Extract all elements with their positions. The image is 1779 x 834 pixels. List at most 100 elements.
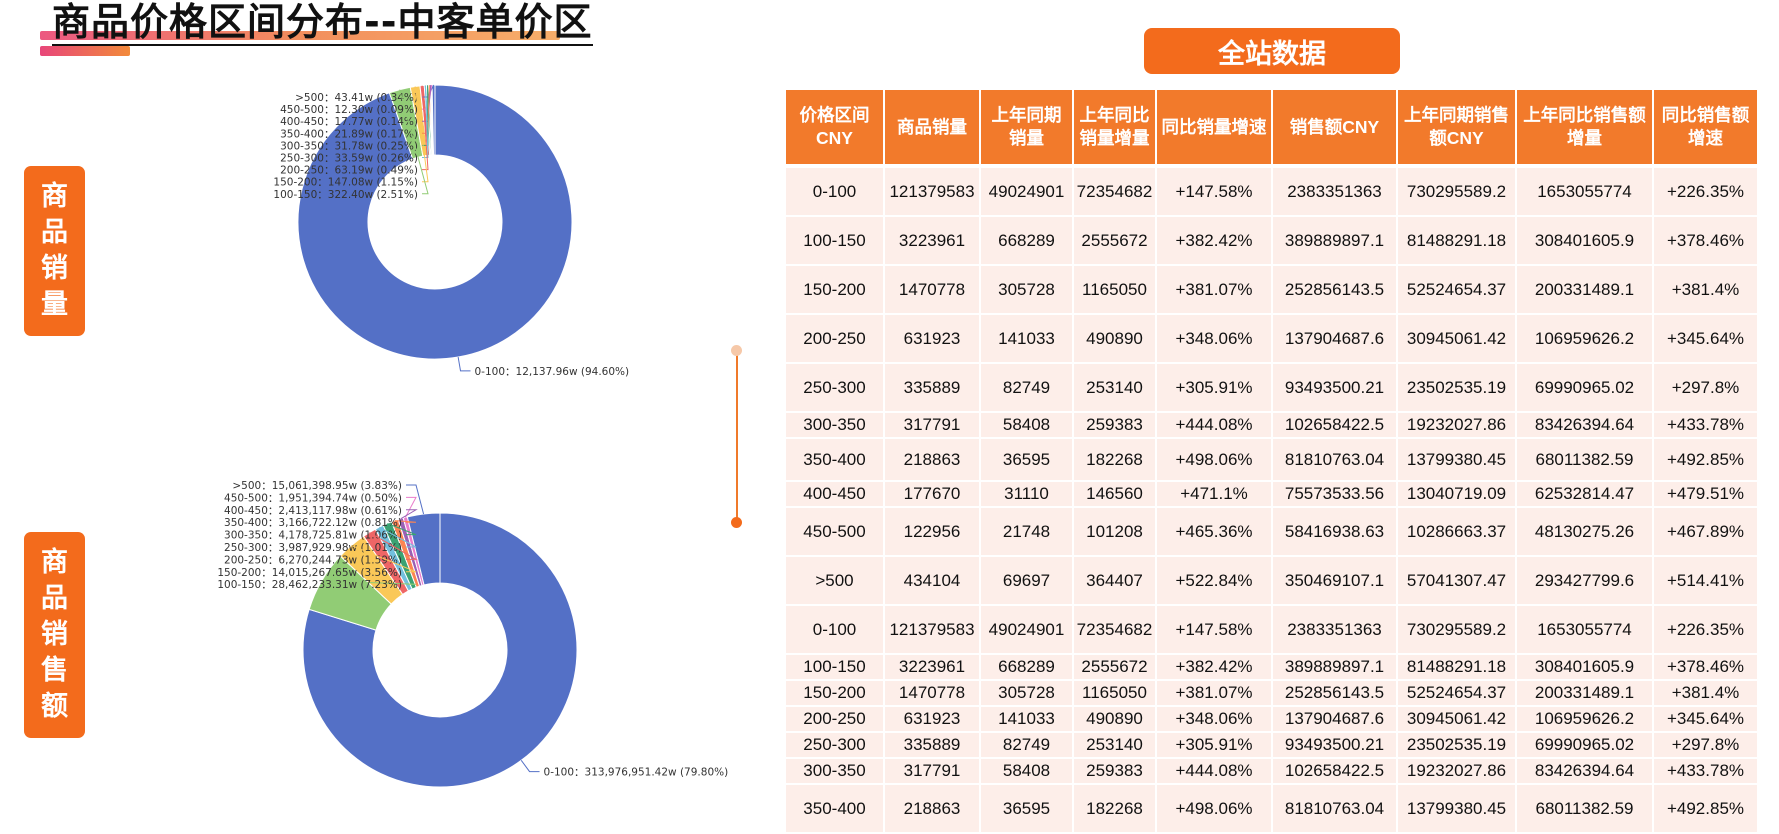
table-cell: 30945061.42 [1398,707,1515,733]
column-header-4: 同比销量增速 [1157,90,1271,168]
table-cell: 57041307.47 [1398,557,1515,606]
slice-0-100 [297,84,573,360]
table-cell: +147.58% [1157,606,1271,655]
table-cell: +444.08% [1157,413,1271,439]
table-cell: +305.91% [1157,364,1271,413]
table-cell: 668289 [981,217,1072,266]
table-cell: 83426394.64 [1517,759,1652,785]
table-cell: 2383351363 [1273,168,1396,217]
side-label-amount: 商品销售额 [24,532,85,738]
table-cell: 450-500 [786,508,883,557]
table-cell: >500 [786,557,883,606]
table-row: 350-400 218863 36595 182268 +498.06% 81810763… [786,785,1757,834]
column-header-7: 上年同比销售额增量 [1517,90,1652,168]
table-cell: 68011382.59 [1517,785,1652,834]
table-cell: 121379583 [885,168,979,217]
table-cell: 82749 [981,364,1072,413]
table-row: 150-200 1470778 305728 1165050 +381.07% 25285… [786,681,1757,707]
column-header-0: 价格区间CNY [786,90,883,168]
table-cell: 68011382.59 [1517,439,1652,482]
table-cell: 730295589.2 [1398,168,1515,217]
table-row: 0-100 121379583 49024901 72354682 +147.58% 23… [786,168,1757,217]
leader-line->500 [406,484,425,515]
table-cell: 259383 [1074,759,1155,785]
leader-line-0-100 [457,356,471,372]
table-cell: +378.46% [1654,655,1757,681]
table-cell: 1470778 [885,266,979,315]
table-cell: +305.91% [1157,733,1271,759]
table-cell: +297.8% [1654,733,1757,759]
data-label-200-250: 200-250：63.19w (0.49%) [280,165,418,177]
data-label-400-450: 400-450：17.77w (0.14%) [280,116,418,128]
table-cell: 335889 [885,364,979,413]
leader-line-150-200 [351,545,417,573]
table-cell: 350-400 [786,785,883,834]
table-row: 250-300 335889 82749 253140 +305.91% 93493500… [786,733,1757,759]
table-cell: 30945061.42 [1398,315,1515,364]
table-cell: 253140 [1074,364,1155,413]
side-label-sales-char: 商 [41,181,68,212]
table-cell: 146560 [1074,482,1155,508]
side-label-sales-char: 品 [41,217,68,248]
table-cell: 13799380.45 [1398,785,1515,834]
table-cell: 1653055774 [1517,168,1652,217]
table-cell: 252856143.5 [1273,266,1396,315]
table-cell: 58416938.63 [1273,508,1396,557]
divider-dot-top [731,345,742,356]
table-cell: 350-400 [786,439,883,482]
table-cell: 305728 [981,681,1072,707]
table-cell: 93493500.21 [1273,733,1396,759]
data-label-100-150: 100-150：28,462,233.31w (7.23%) [217,579,402,591]
column-header-1: 商品销量 [885,90,979,168]
table-cell: 101208 [1074,508,1155,557]
table-cell: 253140 [1074,733,1155,759]
divider-dot-bottom [731,517,742,528]
table-cell: 52524654.37 [1398,681,1515,707]
data-label-0-100: 0-100：313,976,951.42w (79.80%) [544,767,729,779]
table-row: 100-150 3223961 668289 2555672 +382.42% 38988… [786,655,1757,681]
table-row: 450-500 122956 21748 101208 +465.36% 58416938… [786,508,1757,557]
leader-line-0-100 [520,760,540,773]
table-cell: 150-200 [786,681,883,707]
data-label->500: >500：15,061,398.95w (3.83%) [232,480,402,492]
data-label-400-450: 400-450：2,413,117.98w (0.61%) [224,505,402,517]
table-cell: 335889 [885,733,979,759]
table-cell: 434104 [885,557,979,606]
table-cell: 106959626.2 [1517,315,1652,364]
data-label-450-500: 450-500：12.30w (0.09%) [280,104,418,116]
table-cell: 631923 [885,315,979,364]
leader-line-200-250 [369,532,418,560]
leader-line-300-350 [387,523,417,536]
table-cell: 350469107.1 [1273,557,1396,606]
table-cell: +348.06% [1157,707,1271,733]
leader-line-200-250 [421,85,429,171]
side-label-amount-char: 品 [41,583,68,614]
table-cell: 58408 [981,413,1072,439]
table-cell: 48130275.26 [1517,508,1652,557]
table-cell: +522.84% [1157,557,1271,606]
table-row: 100-150 3223961 668289 2555672 +382.42% 38988… [786,217,1757,266]
table-cell: 200-250 [786,707,883,733]
table-cell: 81810763.04 [1273,785,1396,834]
side-label-amount-char: 额 [41,691,68,722]
table-cell: +467.89% [1654,508,1757,557]
table-cell: 49024901 [981,606,1072,655]
table-cell: 49024901 [981,168,1072,217]
table-cell: 58408 [981,759,1072,785]
table-cell: 389889897.1 [1273,655,1396,681]
table-cell: +345.64% [1654,315,1757,364]
table-cell: 102658422.5 [1273,759,1396,785]
data-label-100-150: 100-150：322.40w (2.51%) [273,189,418,201]
table-cell: +382.42% [1157,655,1271,681]
title-underline-decor [40,31,560,40]
table-cell: 364407 [1074,557,1155,606]
table-cell: 3223961 [885,217,979,266]
table-cell: +345.64% [1654,707,1757,733]
table-cell: 317791 [885,413,979,439]
table-cell: 137904687.6 [1273,315,1396,364]
table-cell: +378.46% [1654,217,1757,266]
table-cell: 52524654.37 [1398,266,1515,315]
side-label-amount-char: 商 [41,547,68,578]
table-cell: 83426394.64 [1517,413,1652,439]
table-cell: 389889897.1 [1273,217,1396,266]
